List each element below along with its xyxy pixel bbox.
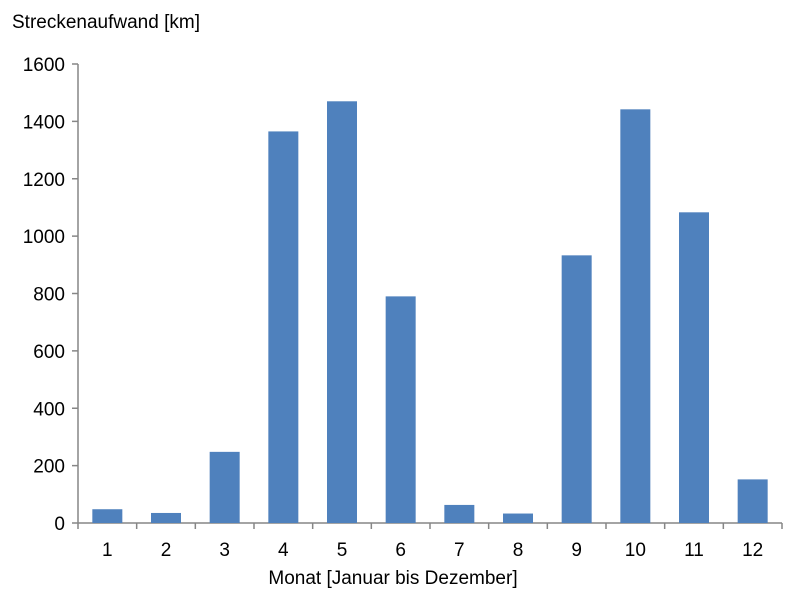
x-tick-label: 2	[161, 540, 172, 561]
y-tick-label: 1200	[23, 170, 65, 191]
y-axis-label: Streckenaufwand [km]	[12, 12, 200, 33]
x-tick-label: 11	[684, 540, 704, 561]
x-tick-label: 7	[454, 540, 465, 561]
bar-month-10	[620, 109, 651, 524]
bar-month-2	[151, 512, 181, 523]
x-tick-label: 12	[742, 540, 763, 561]
y-tick-label: 1000	[23, 227, 65, 248]
y-tick-label: 1600	[23, 55, 65, 76]
bar-month-3	[209, 451, 240, 523]
y-tick-label: 800	[33, 285, 65, 306]
x-tick-label: 5	[337, 540, 348, 561]
x-tick-label: 8	[513, 540, 524, 561]
x-tick-label: 1	[102, 540, 113, 561]
bar-month-8	[503, 513, 533, 523]
x-tick-label: 9	[571, 540, 582, 561]
x-tick-label: 6	[395, 540, 406, 561]
x-axis-label: Monat [Januar bis Dezember]	[268, 568, 518, 589]
y-tick-label: 400	[33, 399, 65, 420]
x-tick-label: 4	[278, 540, 289, 561]
y-tick-label: 1400	[23, 112, 65, 133]
y-tick-label: 200	[33, 457, 65, 478]
y-tick-label: 600	[33, 342, 65, 363]
bar-month-11	[679, 212, 709, 523]
bar-month-4	[268, 131, 299, 523]
bar-month-1	[92, 509, 123, 523]
bar-month-12	[737, 479, 768, 523]
y-tick-label: 0	[54, 514, 65, 535]
bar-month-6	[385, 296, 416, 523]
bar-month-9	[561, 255, 592, 523]
x-tick-label: 3	[219, 540, 230, 561]
x-tick-label: 10	[625, 540, 646, 561]
bar-month-7	[444, 504, 475, 523]
bar-month-5	[327, 101, 357, 523]
